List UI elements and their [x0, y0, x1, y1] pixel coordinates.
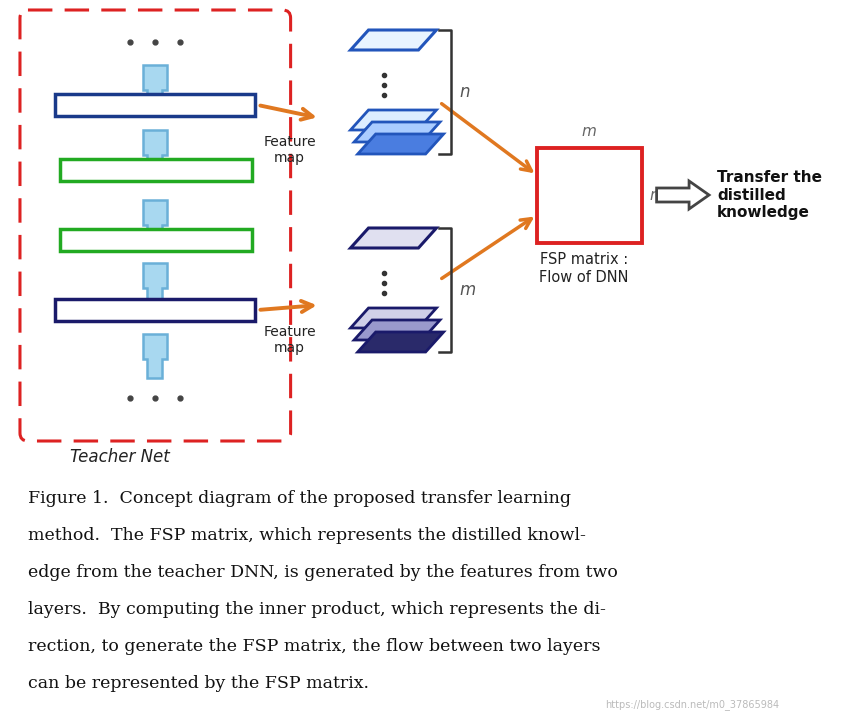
- Text: m: m: [582, 125, 596, 139]
- Text: Teacher Net: Teacher Net: [70, 448, 170, 466]
- Text: layers.  By computing the inner product, which represents the di-: layers. By computing the inner product, …: [28, 601, 606, 618]
- Text: rection, to generate the FSP matrix, the flow between two layers: rection, to generate the FSP matrix, the…: [28, 638, 601, 655]
- Polygon shape: [350, 308, 436, 328]
- Text: n: n: [649, 187, 659, 203]
- Text: can be represented by the FSP matrix.: can be represented by the FSP matrix.: [28, 675, 369, 692]
- Polygon shape: [350, 228, 436, 248]
- Polygon shape: [354, 320, 440, 340]
- Bar: [55, 299, 255, 321]
- FancyBboxPatch shape: [20, 10, 291, 441]
- Polygon shape: [358, 134, 444, 154]
- Text: Feature
map: Feature map: [263, 325, 316, 355]
- Text: n: n: [459, 83, 470, 101]
- Text: m: m: [459, 281, 475, 299]
- Polygon shape: [354, 122, 440, 142]
- Text: Transfer the
distilled
knowledge: Transfer the distilled knowledge: [717, 170, 822, 220]
- Text: edge from the teacher DNN, is generated by the features from two: edge from the teacher DNN, is generated …: [28, 564, 618, 581]
- Polygon shape: [657, 181, 709, 209]
- Polygon shape: [143, 263, 167, 308]
- Text: https://blog.csdn.net/m0_37865984: https://blog.csdn.net/m0_37865984: [605, 699, 779, 710]
- Text: Figure 1.  Concept diagram of the proposed transfer learning: Figure 1. Concept diagram of the propose…: [28, 490, 571, 507]
- Polygon shape: [143, 130, 167, 168]
- Bar: [60, 229, 251, 251]
- Polygon shape: [143, 334, 167, 378]
- Polygon shape: [350, 110, 436, 130]
- Bar: [537, 148, 642, 242]
- Polygon shape: [143, 200, 167, 238]
- Bar: [60, 159, 251, 181]
- Polygon shape: [350, 30, 436, 50]
- Polygon shape: [358, 332, 444, 352]
- Text: Feature
map: Feature map: [263, 135, 316, 165]
- Polygon shape: [143, 65, 167, 102]
- Text: method.  The FSP matrix, which represents the distilled knowl-: method. The FSP matrix, which represents…: [28, 527, 586, 544]
- Bar: [55, 94, 255, 116]
- Text: FSP matrix :
Flow of DNN: FSP matrix : Flow of DNN: [539, 252, 629, 285]
